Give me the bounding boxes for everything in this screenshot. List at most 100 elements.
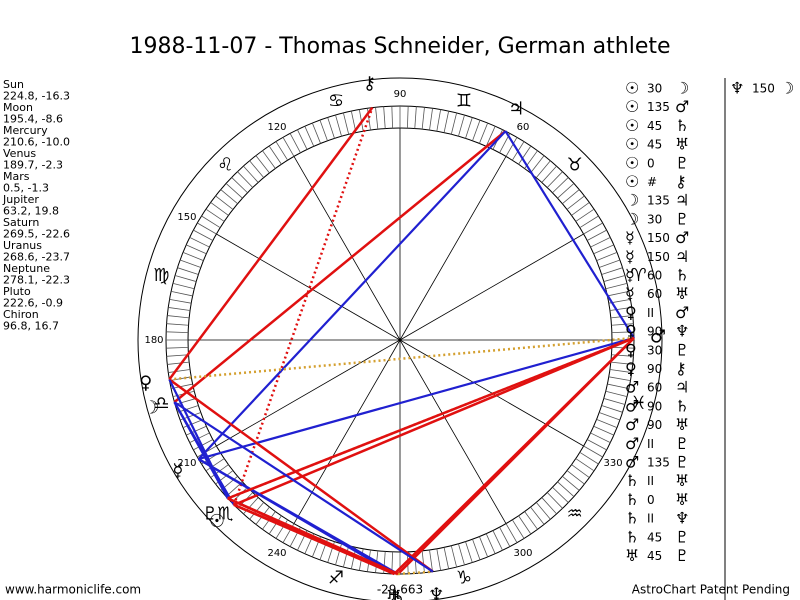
sign-glyph: ♑ (456, 568, 472, 589)
degree-label: 330 (603, 458, 622, 469)
footer-left: www.harmoniclife.com (5, 583, 141, 597)
planet-glyph: ♀ (139, 372, 152, 393)
ring-tick (205, 208, 225, 222)
planet-name: Neptune (3, 262, 50, 275)
planet-glyph: ♄ (390, 587, 406, 600)
ring-tick (485, 126, 496, 147)
ring-tick (530, 506, 545, 525)
planet-name: Venus (3, 147, 36, 160)
ring-tick (512, 519, 525, 539)
aspect-planet: ♄ (625, 490, 639, 509)
ring-tick (186, 425, 207, 436)
aspect-planet: ♅ (625, 546, 639, 565)
ring-tick (599, 259, 621, 268)
ring-tick (535, 502, 551, 520)
aspect-planet: ♇ (675, 434, 689, 453)
ring-tick (383, 106, 386, 129)
planet-position: 63.2, 19.8 (3, 205, 59, 218)
ring-tick (421, 550, 425, 573)
ring-tick (608, 376, 631, 382)
ring-tick (566, 470, 585, 485)
ring-tick (546, 492, 563, 509)
aspect-angle: 30 (647, 212, 662, 226)
ring-tick (289, 133, 301, 154)
ring-tick (601, 405, 623, 413)
degree-label: 210 (177, 458, 196, 469)
ring-tick (596, 419, 618, 429)
aspect-planet: ♇ (675, 209, 689, 228)
planet-name: Mercury (3, 124, 48, 137)
aspect-planet: ☿ (625, 284, 635, 303)
aspect-planet: ♇ (675, 153, 689, 172)
aspect-angle: 60 (647, 381, 662, 395)
aspect-line (173, 130, 507, 404)
aspect-angle: 90 (647, 325, 662, 339)
aspect-line (168, 106, 374, 381)
ring-tick (530, 155, 545, 174)
ring-tick (583, 222, 603, 235)
aspect-planet: ♃ (675, 247, 689, 266)
ring-tick (458, 543, 465, 566)
planet-position: 195.4, -8.6 (3, 113, 63, 126)
ring-tick (541, 165, 557, 183)
ring-tick (450, 112, 457, 135)
aspect-planet: ♅ (675, 415, 689, 434)
sign-glyph: ♓ (631, 393, 647, 414)
aspect-planet: ♇ (675, 527, 689, 546)
aspect-planet: ♆ (675, 509, 689, 528)
aspect-planet: ♇ (675, 340, 689, 359)
ring-tick (557, 481, 575, 497)
ring-tick (557, 183, 575, 199)
ring-tick (193, 439, 214, 451)
aspect-angle: 45 (647, 138, 662, 152)
aspect-planet: ♂ (625, 396, 639, 415)
ring-tick (609, 369, 632, 373)
ring-tick (421, 107, 425, 130)
planet-glyph: ⚷ (363, 73, 376, 94)
aspect-angle: 135 (647, 194, 670, 208)
ring-tick (541, 497, 557, 515)
sign-glyph: ♐ (328, 568, 344, 589)
ring-tick (343, 545, 350, 568)
aspect-planet: ☉ (625, 172, 639, 191)
ring-tick (443, 111, 450, 133)
aspect-angle: 90 (647, 399, 662, 413)
aspect-planet: ☉ (625, 79, 639, 98)
ring-tick (262, 150, 276, 169)
aspect-angle: 135 (647, 456, 670, 470)
sign-glyph: ♋ (328, 90, 344, 111)
ring-tick (168, 307, 191, 311)
ring-tick (177, 267, 199, 275)
aspect-planet: ☉ (625, 135, 639, 154)
aspect-planet: ♂ (675, 97, 689, 116)
aspect-angle: II (647, 512, 654, 526)
planet-position: 96.8, 16.7 (3, 320, 59, 333)
aspect-planet: ♂ (625, 453, 639, 472)
ring-tick (297, 129, 308, 150)
ring-tick (571, 202, 590, 216)
planet-glyph: ♇ (202, 504, 218, 525)
aspect-line (232, 107, 374, 506)
ring-tick (499, 526, 511, 547)
aspect-planet: ♅ (675, 471, 689, 490)
aspect-angle: 45 (647, 530, 662, 544)
ring-tick (335, 114, 342, 137)
ring-tick (610, 361, 633, 365)
sign-glyph: ♌ (217, 154, 233, 175)
aspect-angle: II (647, 437, 654, 451)
ring-tick (605, 283, 628, 290)
ring-tick (535, 160, 551, 178)
ring-tick (601, 267, 623, 275)
degree-label: 150 (177, 212, 196, 223)
ring-tick (609, 307, 632, 311)
aspect-angle: 60 (647, 287, 662, 301)
ring-tick (243, 165, 259, 183)
footer-right: AstroChart Patent Pending (632, 583, 790, 597)
ring-tick (575, 208, 595, 222)
spoke (399, 339, 507, 524)
aspect-lines (168, 106, 635, 576)
planet-name: Chiron (3, 308, 39, 321)
ring-tick (465, 117, 473, 139)
aspect-planet: ♂ (625, 434, 639, 453)
aspect-angle: 45 (647, 119, 662, 133)
